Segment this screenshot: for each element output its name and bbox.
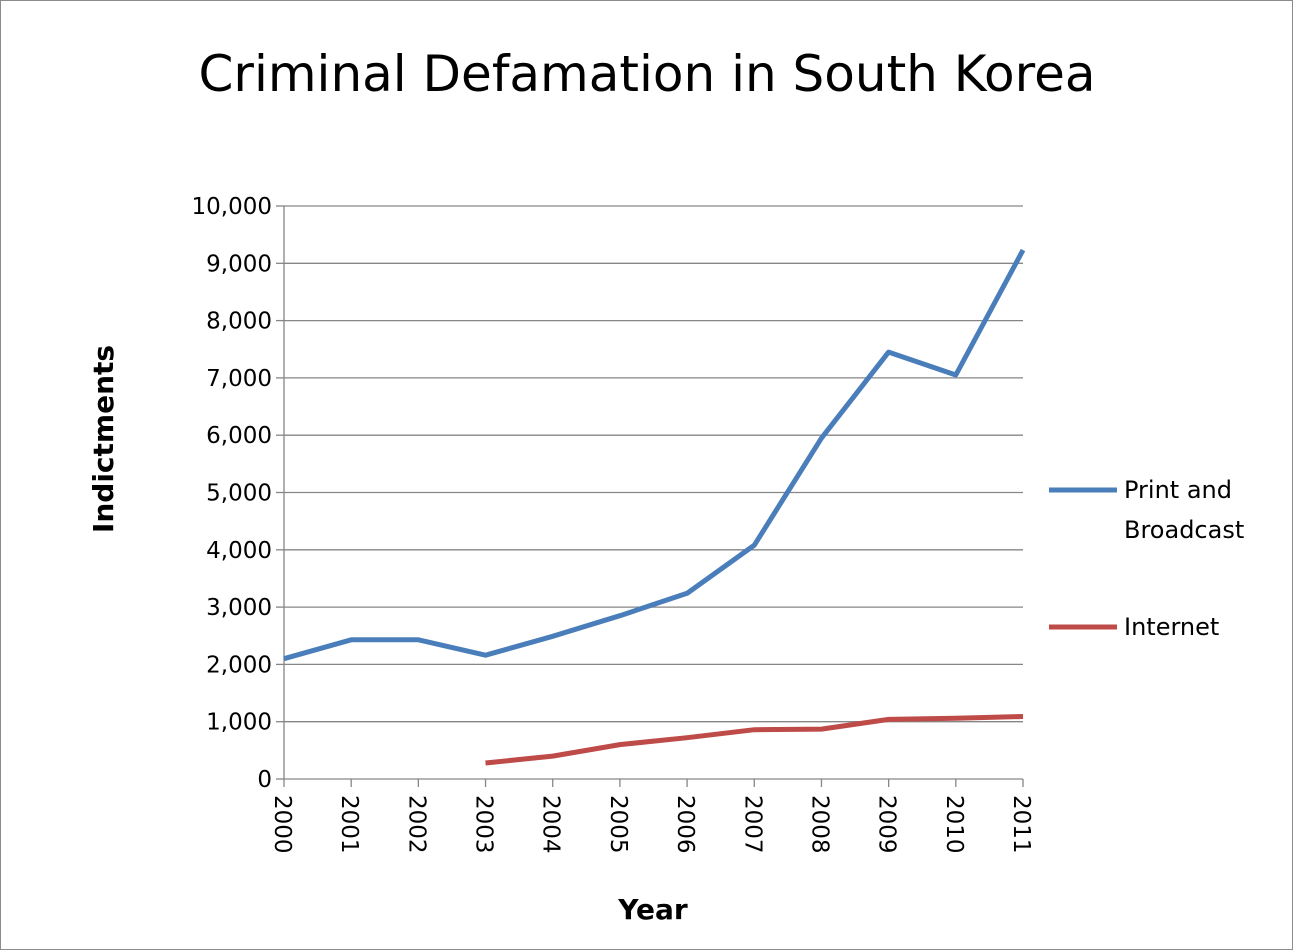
y-tick-label: 9,000 xyxy=(206,251,272,277)
legend-label-1: Internet xyxy=(1124,613,1219,641)
legend: Print and Broadcast Internet xyxy=(1049,476,1244,641)
y-tick-label: 7,000 xyxy=(206,366,272,392)
gridlines xyxy=(276,205,1023,780)
x-tick-labels: 2000 2001 2002 2003 2004 2005 2006 2007 2008 2009… xyxy=(269,795,1034,854)
legend-label-0: Print and Broadcast xyxy=(1124,476,1244,544)
series-line-1 xyxy=(485,714,1024,766)
y-tick-label: 10,000 xyxy=(192,194,272,220)
x-tick-label: 2000 xyxy=(269,795,295,854)
chart-title: Criminal Defamation in South Korea xyxy=(198,45,1095,103)
axes xyxy=(283,206,1024,787)
y-axis-label: Indictments xyxy=(87,345,120,533)
y-tick-label: 5,000 xyxy=(206,481,272,507)
y-tick-label: 2,000 xyxy=(206,652,272,678)
x-tick-label: 2004 xyxy=(538,795,564,854)
x-tick-label: 2003 xyxy=(471,795,497,854)
y-tick-label: 3,000 xyxy=(206,595,272,621)
series-lines xyxy=(283,248,1026,766)
y-tick-label: 4,000 xyxy=(206,538,272,564)
x-tick-label: 2011 xyxy=(1008,795,1034,854)
y-tick-labels: 0 1,000 2,000 3,000 4,000 5,000 6,000 7,000 8,00… xyxy=(192,194,272,793)
x-tick-label: 2008 xyxy=(806,795,832,854)
y-tick-label: 8,000 xyxy=(206,309,272,335)
x-tick-label: 2005 xyxy=(605,795,631,854)
y-tick-label: 1,000 xyxy=(206,710,272,736)
x-tick-label: 2006 xyxy=(672,795,698,854)
y-tick-label: 0 xyxy=(257,767,272,793)
x-tick-label: 2009 xyxy=(874,795,900,854)
series-line-0 xyxy=(283,248,1026,662)
x-tick-label: 2002 xyxy=(403,795,429,854)
x-axis-label: Year xyxy=(617,893,688,926)
x-tick-label: 2007 xyxy=(739,795,765,854)
x-tick-label: 2001 xyxy=(336,795,362,854)
x-tick-label: 2010 xyxy=(941,795,967,854)
y-tick-label: 6,000 xyxy=(206,423,272,449)
